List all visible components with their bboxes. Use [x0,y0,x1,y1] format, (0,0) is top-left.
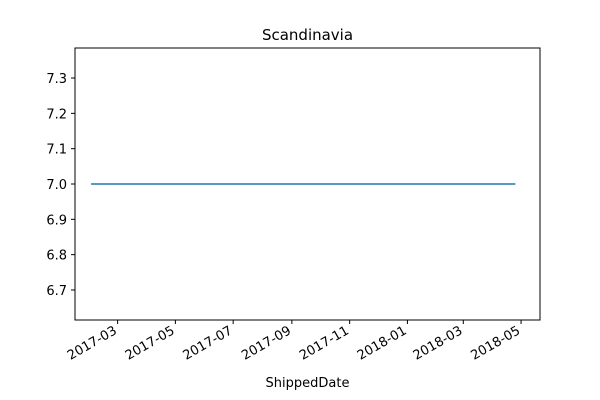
x-tick-label: 2018-01 [355,323,410,363]
x-tick-label: 2017-09 [239,323,294,363]
chart-title: Scandinavia [262,26,353,44]
y-tick-label: 7.2 [46,107,67,122]
y-tick-label: 7.1 [46,143,67,158]
y-tick-label: 6.7 [46,284,67,299]
x-tick-label: 2017-03 [65,323,120,363]
x-tick-label: 2017-05 [123,323,178,363]
x-tick-label: 2018-05 [469,323,524,363]
x-tick-label: 2017-07 [181,323,236,363]
y-tick-label: 7.3 [46,72,67,87]
y-tick-label: 7.0 [46,178,67,193]
x-tick-label: 2017-11 [297,323,352,363]
y-axis: 6.7 6.8 6.9 7.0 7.1 7.2 7.3 [46,72,75,299]
x-tick-label: 2018-03 [411,323,466,363]
y-tick-label: 6.8 [46,249,67,264]
y-tick-label: 6.9 [46,213,67,228]
x-axis-title: ShippedDate [266,376,350,391]
x-axis: 2017-03 2017-05 2017-07 2017-09 2017-11 2018-… [65,320,523,364]
axes-frame [74,47,541,321]
